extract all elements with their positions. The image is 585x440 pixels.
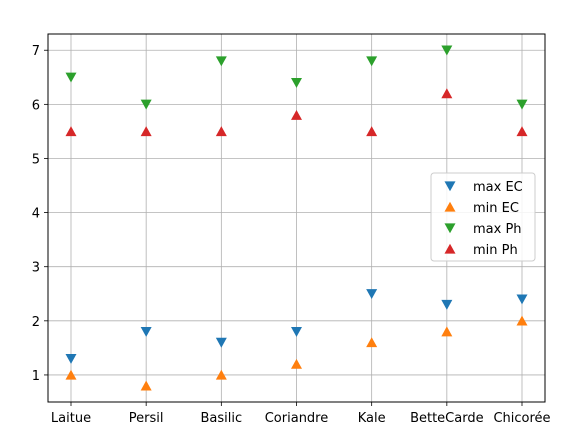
legend-min-ph-label: min Ph [473, 243, 518, 258]
min-ec-marker [65, 369, 77, 380]
max-ph-marker [65, 72, 77, 83]
axis-ticks: Laitue Persil Basilic Coriandre Kale BetteCar… [32, 44, 551, 426]
x-tick-label: Laitue [51, 411, 91, 426]
max-ec-marker [291, 326, 302, 337]
y-tick-label: 2 [32, 315, 40, 330]
x-tick-label: Kale [358, 411, 386, 426]
y-tick-label: 7 [32, 44, 40, 59]
max-ec-marker [65, 354, 77, 364]
min-ec-marker [516, 315, 528, 326]
legend-max-ec-marker [444, 181, 456, 192]
min-ec-marker [140, 380, 152, 391]
x-tick-label: BetteCarde [410, 411, 484, 426]
legend: max EC min EC max Ph min Ph [430, 172, 536, 262]
data-markers [65, 45, 528, 391]
max-ph-marker [516, 99, 528, 110]
min-ph-marker [291, 109, 302, 120]
min-ec-marker [291, 358, 302, 369]
max-ec-marker [516, 294, 528, 305]
min-ph-marker [366, 126, 378, 137]
legend-min-ph-marker [444, 243, 456, 254]
min-ph-marker [140, 126, 152, 137]
max-ph-marker [366, 56, 378, 67]
x-tick-label: Chicorée [493, 411, 550, 426]
min-ec-marker [366, 337, 378, 348]
max-ec-marker [441, 299, 453, 310]
y-tick-label: 4 [32, 207, 40, 222]
legend-max-ec-label: max EC [473, 180, 523, 195]
max-ph-marker [291, 78, 302, 88]
min-ec-marker [441, 326, 453, 337]
y-tick-label: 3 [32, 261, 40, 276]
legend-box [430, 172, 536, 262]
y-tick-label: 1 [32, 369, 40, 384]
min-ec-marker [215, 369, 227, 380]
max-ec-marker [366, 289, 378, 299]
min-ph-marker [516, 126, 528, 137]
min-ph-marker [441, 88, 453, 99]
max-ph-marker [215, 56, 227, 67]
legend-min-ec-marker [444, 201, 456, 212]
min-ph-marker [65, 126, 77, 137]
max-ph-marker [140, 99, 152, 110]
y-tick-label: 6 [32, 98, 40, 113]
min-ph-marker [215, 126, 227, 137]
max-ph-marker [441, 45, 453, 56]
max-ec-marker [140, 326, 152, 337]
y-tick-label: 5 [32, 152, 40, 167]
legend-max-ph-label: max Ph [473, 222, 522, 237]
x-tick-label: Persil [129, 411, 164, 426]
legend-max-ph-marker [444, 223, 456, 234]
x-tick-label: Coriandre [265, 411, 329, 426]
legend-min-ec-label: min EC [473, 201, 519, 216]
max-ec-marker [215, 337, 227, 348]
x-tick-label: Basilic [201, 411, 243, 426]
